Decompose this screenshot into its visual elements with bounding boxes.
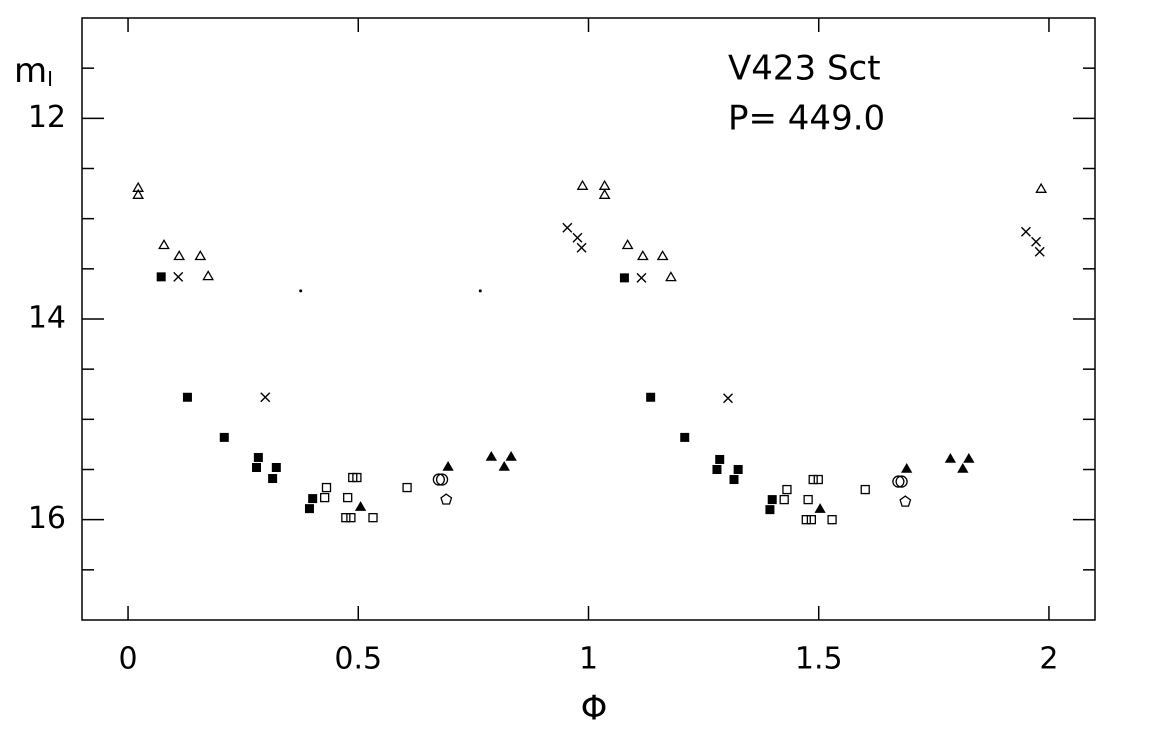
- point: [782, 484, 792, 495]
- y-tick-label: 14: [28, 301, 66, 336]
- point: [572, 232, 583, 243]
- point: [432, 473, 446, 486]
- point: [346, 513, 356, 523]
- point: [182, 392, 192, 402]
- point: [132, 188, 145, 199]
- annotation: V423 Sct: [728, 49, 881, 89]
- point: [665, 271, 677, 282]
- point: [478, 289, 482, 293]
- point: [320, 492, 330, 503]
- point: [656, 250, 669, 261]
- point: [1034, 246, 1045, 257]
- y-tick-label: 12: [28, 100, 66, 135]
- point: [368, 513, 378, 523]
- point: [576, 179, 589, 190]
- point: [440, 493, 453, 505]
- point: [636, 250, 649, 261]
- point: [253, 452, 263, 462]
- y-tick-label: 16: [28, 501, 66, 536]
- point: [827, 515, 837, 525]
- point: [767, 495, 777, 505]
- x-tick-label: 1.5: [795, 642, 843, 677]
- point: [680, 432, 690, 442]
- point: [1031, 236, 1042, 247]
- point: [352, 472, 362, 483]
- x-tick-label: 2: [1039, 642, 1058, 677]
- point: [505, 451, 517, 461]
- point: [173, 271, 184, 282]
- point: [895, 475, 908, 488]
- point: [733, 465, 743, 474]
- annotation: P= 449.0: [728, 99, 885, 139]
- point: [271, 462, 281, 472]
- x-tick-label: 0: [118, 642, 137, 677]
- point: [308, 494, 318, 504]
- point: [435, 473, 449, 486]
- point: [341, 513, 351, 523]
- point: [252, 462, 262, 472]
- point: [814, 503, 826, 513]
- point: [194, 250, 207, 261]
- point: [304, 504, 314, 514]
- point: [808, 474, 818, 485]
- point: [598, 179, 611, 190]
- point: [803, 494, 813, 505]
- point: [621, 239, 634, 250]
- point: [765, 505, 775, 515]
- point: [813, 474, 823, 485]
- x-tick-label: 1: [579, 642, 598, 677]
- point: [619, 273, 629, 283]
- point: [402, 482, 412, 493]
- point: [1035, 182, 1048, 193]
- point: [901, 463, 913, 473]
- point: [801, 515, 811, 525]
- point: [712, 465, 722, 474]
- point: [219, 432, 229, 442]
- point: [957, 463, 969, 473]
- point: [636, 272, 647, 283]
- point: [806, 515, 817, 525]
- point: [598, 188, 611, 199]
- point: [892, 475, 905, 488]
- point: [646, 392, 656, 402]
- point: [1020, 226, 1031, 237]
- x-tick-label: 0.5: [334, 642, 382, 677]
- point: [442, 461, 454, 471]
- point: [321, 482, 332, 493]
- point: [963, 453, 975, 463]
- point: [944, 453, 956, 463]
- y-axis-label: mI: [14, 51, 53, 91]
- point: [723, 393, 734, 404]
- point: [576, 242, 587, 253]
- point: [260, 392, 271, 403]
- x-axis-label: Φ: [581, 689, 608, 729]
- point: [715, 454, 725, 464]
- y-axis-label-sub: I: [47, 67, 53, 91]
- point: [156, 272, 166, 282]
- point: [299, 289, 303, 293]
- point: [779, 494, 789, 505]
- point: [343, 492, 353, 503]
- plot-frame: [81, 17, 1096, 621]
- point: [899, 495, 912, 507]
- point: [354, 501, 367, 511]
- point: [158, 239, 170, 250]
- point: [729, 475, 739, 485]
- point: [498, 461, 510, 471]
- point: [268, 474, 278, 484]
- point: [173, 250, 186, 261]
- point: [860, 484, 870, 495]
- y-axis-label-main: m: [14, 51, 47, 91]
- point: [202, 270, 215, 281]
- point: [562, 222, 573, 233]
- point: [485, 451, 497, 461]
